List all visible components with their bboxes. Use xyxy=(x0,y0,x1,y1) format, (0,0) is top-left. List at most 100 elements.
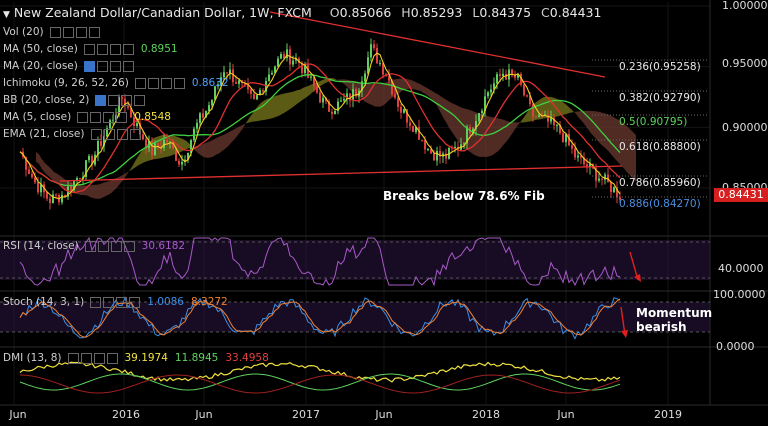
candle-body xyxy=(346,93,348,100)
close-icon[interactable] xyxy=(116,296,128,308)
more-icon[interactable] xyxy=(173,77,185,89)
more-icon[interactable] xyxy=(129,296,141,308)
close-icon[interactable] xyxy=(93,352,105,364)
cloud-segment xyxy=(417,82,420,91)
settings-icon[interactable] xyxy=(97,240,109,252)
more-icon[interactable] xyxy=(134,94,146,106)
candle-body xyxy=(91,156,93,165)
candle-body xyxy=(313,76,315,86)
close-icon[interactable] xyxy=(109,43,121,55)
stoch-arrow-head xyxy=(621,330,628,338)
dropdown-icon[interactable]: ▼ xyxy=(3,10,10,20)
close-icon[interactable] xyxy=(160,77,172,89)
cloud-segment xyxy=(573,110,576,114)
more-icon[interactable] xyxy=(122,43,134,55)
eye-icon[interactable] xyxy=(90,128,102,140)
settings-icon[interactable] xyxy=(90,111,102,123)
indicator-row[interactable]: Vol (20) xyxy=(3,26,100,38)
indicator-row[interactable]: MA (50, close) 0.8951 xyxy=(3,43,178,55)
stoch-legend: Stoch (14, 3, 1) 1.0086 8.3272 xyxy=(3,296,228,308)
close-icon[interactable] xyxy=(116,128,128,140)
candle-body xyxy=(556,124,558,126)
cloud-segment xyxy=(420,83,423,93)
cloud-segment xyxy=(369,83,372,106)
dmi-legend: DMI (13, 8) 39.1974 11.8945 33.4958 xyxy=(3,352,269,364)
dmi-value-1: 39.1974 xyxy=(124,352,168,364)
settings-icon[interactable] xyxy=(80,352,92,364)
ma50-line xyxy=(19,74,621,187)
time-axis-label: 2018 xyxy=(472,408,500,421)
settings-icon[interactable] xyxy=(103,296,115,308)
cloud-segment xyxy=(462,107,465,149)
indicator-row[interactable]: MA (20, close) xyxy=(3,60,134,72)
close-icon[interactable] xyxy=(110,240,122,252)
close-icon[interactable] xyxy=(121,94,133,106)
rsi-line xyxy=(19,236,621,287)
cloud-segment xyxy=(507,120,510,141)
indicator-row[interactable]: EMA (21, close) xyxy=(3,128,141,140)
cloud-segment xyxy=(570,108,573,113)
settings-icon[interactable] xyxy=(147,77,159,89)
cloud-segment xyxy=(564,102,567,115)
eye-icon[interactable] xyxy=(83,60,95,72)
time-axis-label: Jun xyxy=(195,408,213,421)
indicator-row[interactable]: Ichimoku (9, 26, 52, 26) 0.8632 xyxy=(3,77,229,89)
candle-body xyxy=(235,82,237,84)
close-icon[interactable] xyxy=(75,26,87,38)
candle-body xyxy=(547,114,549,122)
more-icon[interactable] xyxy=(116,111,128,123)
eye-icon[interactable] xyxy=(67,352,79,364)
candle-body xyxy=(37,182,39,193)
stoch-arrow xyxy=(620,306,626,336)
candle-body xyxy=(361,81,363,91)
close-icon[interactable] xyxy=(103,111,115,123)
candle-body xyxy=(34,177,36,183)
cloud-segment xyxy=(294,90,297,107)
candle-body xyxy=(535,116,537,118)
indicator-row[interactable]: MA (5, close) 0.8548 xyxy=(3,111,171,123)
eye-icon[interactable] xyxy=(95,94,107,106)
candle-body xyxy=(130,107,132,118)
eye-icon[interactable] xyxy=(90,296,102,308)
cloud-segment xyxy=(36,151,39,165)
settings-icon[interactable] xyxy=(103,128,115,140)
eye-icon[interactable] xyxy=(49,26,61,38)
low-label: L xyxy=(472,5,480,20)
cloud-segment xyxy=(279,93,282,116)
candle-body xyxy=(262,90,264,92)
cloud-segment xyxy=(222,134,225,151)
stoch-d-value: 8.3272 xyxy=(191,296,228,308)
candle-body xyxy=(196,122,198,129)
more-icon[interactable] xyxy=(106,352,118,364)
settings-icon[interactable] xyxy=(96,60,108,72)
cloud-segment xyxy=(429,89,432,100)
settings-icon[interactable] xyxy=(96,43,108,55)
cloud-segment xyxy=(297,89,300,104)
eye-icon[interactable] xyxy=(84,240,96,252)
time-axis-label: Jun xyxy=(375,408,393,421)
cloud-segment xyxy=(177,136,180,154)
more-icon[interactable] xyxy=(129,128,141,140)
indicator-row[interactable]: BB (20, close, 2) xyxy=(3,94,146,106)
more-icon[interactable] xyxy=(123,240,135,252)
lower-trendline xyxy=(59,165,623,182)
candle-body xyxy=(70,186,72,191)
more-icon[interactable] xyxy=(122,60,134,72)
settings-icon[interactable] xyxy=(108,94,120,106)
settings-icon[interactable] xyxy=(62,26,74,38)
close-icon[interactable] xyxy=(109,60,121,72)
indicator-value: 0.8632 xyxy=(191,77,229,89)
candle-body xyxy=(133,117,135,127)
high-value: 0.85293 xyxy=(410,5,463,20)
eye-icon[interactable] xyxy=(83,43,95,55)
fib-label: 0.5(0.90795) xyxy=(619,116,688,128)
more-icon[interactable] xyxy=(88,26,100,38)
candle-body xyxy=(415,126,417,132)
cloud-segment xyxy=(78,184,81,196)
rsi-value: 30.6182 xyxy=(141,240,186,252)
candle-body xyxy=(463,143,465,145)
indicator-label: MA (20, close) xyxy=(3,60,78,72)
eye-icon[interactable] xyxy=(77,111,89,123)
eye-icon[interactable] xyxy=(134,77,146,89)
